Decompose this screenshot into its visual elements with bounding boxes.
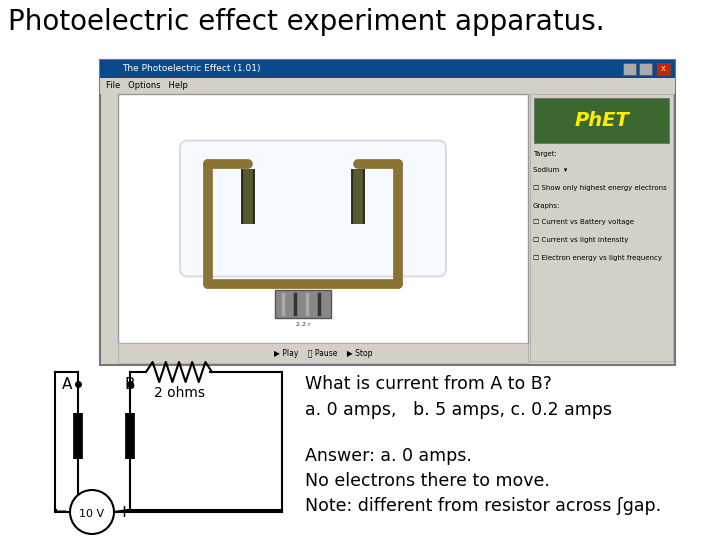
FancyBboxPatch shape <box>639 63 652 75</box>
Text: No electrons there to move.: No electrons there to move. <box>305 472 550 490</box>
Text: ☐ Current vs light intensity: ☐ Current vs light intensity <box>533 237 629 243</box>
FancyBboxPatch shape <box>657 63 670 75</box>
Text: Sodium  ▾: Sodium ▾ <box>533 167 567 173</box>
Text: Photoelectric effect experiment apparatus.: Photoelectric effect experiment apparatu… <box>8 8 605 36</box>
FancyBboxPatch shape <box>100 78 675 94</box>
Text: +: + <box>116 503 131 521</box>
Text: X: X <box>661 66 666 72</box>
Circle shape <box>70 490 114 534</box>
FancyBboxPatch shape <box>623 63 636 75</box>
Text: The Photoelectric Effect (1.01): The Photoelectric Effect (1.01) <box>122 64 261 73</box>
Text: ☐ Electron energy vs light frequency: ☐ Electron energy vs light frequency <box>533 255 662 261</box>
Text: File   Options   Help: File Options Help <box>106 82 188 91</box>
Text: −: − <box>52 503 67 521</box>
Text: Target:: Target: <box>533 151 557 157</box>
Text: B: B <box>124 377 135 392</box>
Text: What is current from A to B?: What is current from A to B? <box>305 375 552 393</box>
FancyBboxPatch shape <box>275 289 331 318</box>
Text: ☐ Show only highest energy electrons: ☐ Show only highest energy electrons <box>533 185 667 191</box>
FancyBboxPatch shape <box>530 94 673 361</box>
FancyBboxPatch shape <box>100 60 675 365</box>
FancyBboxPatch shape <box>100 60 675 78</box>
Text: ☐ Current vs Battery voltage: ☐ Current vs Battery voltage <box>533 219 634 225</box>
Text: 10 V: 10 V <box>79 509 104 519</box>
FancyBboxPatch shape <box>180 140 446 276</box>
Text: 2 ohms: 2 ohms <box>153 386 204 400</box>
Text: a. 0 amps,   b. 5 amps, c. 0.2 amps: a. 0 amps, b. 5 amps, c. 0.2 amps <box>305 401 612 419</box>
Text: Graphs:: Graphs: <box>533 203 560 209</box>
Text: Answer: a. 0 amps.: Answer: a. 0 amps. <box>305 447 472 465</box>
Text: Note: different from resistor across ʃgap.: Note: different from resistor across ʃga… <box>305 497 661 515</box>
FancyBboxPatch shape <box>118 94 528 343</box>
FancyBboxPatch shape <box>118 343 528 363</box>
Text: ▶ Play    ⏸ Pause    ▶ Stop: ▶ Play ⏸ Pause ▶ Stop <box>274 348 372 357</box>
FancyBboxPatch shape <box>534 98 669 143</box>
Text: A: A <box>62 377 73 392</box>
Text: 2.2 r: 2.2 r <box>296 321 310 327</box>
Text: PhET: PhET <box>574 111 629 130</box>
